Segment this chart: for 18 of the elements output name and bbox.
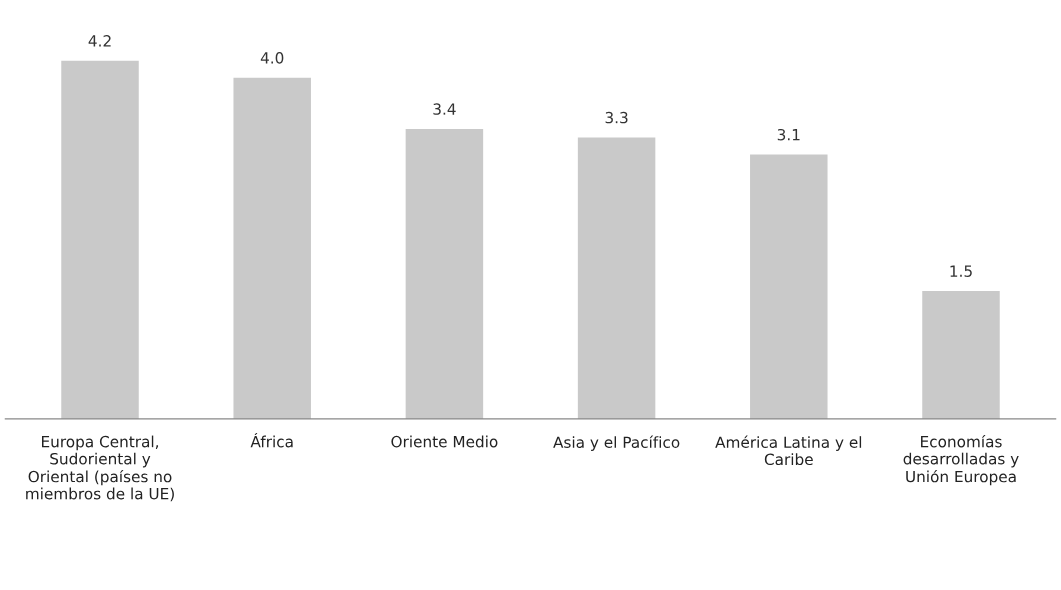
- bar: [405, 128, 484, 419]
- x-tick-label: Oriente Medio: [391, 435, 498, 448]
- bar: [750, 154, 828, 419]
- bar: [61, 60, 139, 419]
- data-label: 1.5: [950, 265, 972, 277]
- data-label: 3.1: [777, 128, 800, 141]
- data-label: 4.2: [88, 35, 111, 47]
- x-tick-label: Asia y el Pacífico: [553, 435, 680, 451]
- data-label: 3.4: [433, 103, 456, 115]
- bar: [577, 137, 656, 419]
- x-tick-label: Economías desarrolladas y Unión Europea: [903, 434, 1019, 486]
- data-label: 4.0: [260, 52, 284, 64]
- x-tick-label: África: [250, 433, 293, 448]
- x-tick-label: América Latina y el Caribe: [715, 435, 862, 466]
- bar: [922, 290, 1000, 419]
- x-tick-label: Europa Central, Sudoriental y Oriental (países no miembros de la UE): [26, 435, 174, 502]
- data-label: 3.3: [605, 111, 628, 124]
- bar: [233, 77, 311, 419]
